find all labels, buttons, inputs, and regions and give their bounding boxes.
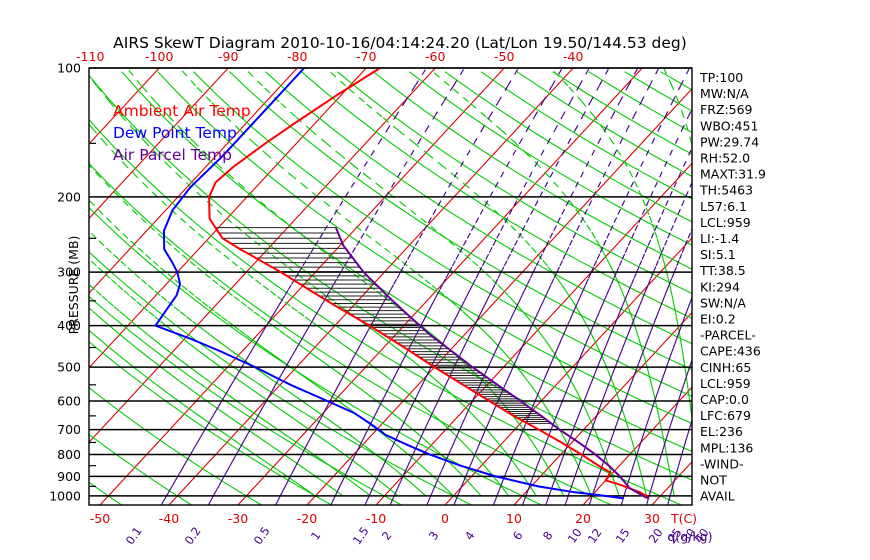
stat-item: CAPE:436 <box>700 344 761 359</box>
pressure-tick-label: 1000 <box>49 488 81 503</box>
stat-item: WBO:451 <box>700 118 758 133</box>
pressure-tick-label: 900 <box>57 469 81 484</box>
mixing-ratio-tick-label: 8 <box>540 529 556 543</box>
pressure-tick-label: 700 <box>57 422 81 437</box>
mixing-ratio-tick-label: 0.5 <box>251 524 273 547</box>
mixing-ratio-tick-label: 0.1 <box>123 524 145 547</box>
stat-item: TP:100 <box>699 70 743 85</box>
legend-item-1: Ambient Air Temp <box>113 102 251 120</box>
pressure-tick-label: 500 <box>57 360 81 375</box>
bottom-temp-tick-label: 10 <box>506 511 522 526</box>
stat-item: EI:0.2 <box>700 312 736 327</box>
bottom-temp-tick-label: 20 <box>575 511 591 526</box>
stat-item: KI:294 <box>700 279 740 294</box>
stat-item: LI:-1.4 <box>700 231 739 246</box>
stat-item: CAP:0.0 <box>700 392 749 407</box>
stat-item: SW:N/A <box>700 295 746 310</box>
top-temp-tick-label: -40 <box>563 49 583 64</box>
stat-item: LCL:959 <box>700 376 751 391</box>
dew-point-temp-curve <box>153 67 624 500</box>
air-parcel-temp-curve <box>334 227 649 500</box>
stat-item: EL:236 <box>700 424 743 439</box>
top-temp-tick-label: -80 <box>287 49 307 64</box>
pressure-axis-label: PRESSURE (MB) <box>66 236 81 335</box>
stat-item: LCL:959 <box>700 215 751 230</box>
mixing-ratio-tick-label: 4 <box>462 529 478 543</box>
stat-item: LFC:679 <box>700 408 751 423</box>
legend: Ambient Air Temp Dew Point Temp Air Parcel… <box>113 102 251 164</box>
pressure-tick-label: 200 <box>57 189 81 204</box>
pressure-tick-label: 800 <box>57 447 81 462</box>
mixing-ratio-tick-label: 40 <box>692 526 712 546</box>
bottom-temp-tick-label: -10 <box>366 511 386 526</box>
mixing-ratio-tick-label: 25 <box>665 526 685 546</box>
stat-item: AVAIL <box>700 489 735 504</box>
mixing-ratio-tick-label: 1.5 <box>350 524 372 547</box>
bottom-temp-tick-label: -40 <box>159 511 179 526</box>
mixing-ratio-tick-label: 12 <box>585 526 605 546</box>
stat-item: FRZ:569 <box>700 102 753 117</box>
top-temp-tick-label: -70 <box>356 49 376 64</box>
top-temp-tick-label: -60 <box>425 49 445 64</box>
stat-item: MPL:136 <box>700 440 753 455</box>
mixing-ratio-lines <box>160 67 693 506</box>
bottom-temp-tick-label: -50 <box>90 511 110 526</box>
stat-item: MAXT:31.9 <box>700 167 766 182</box>
top-temp-tick-label: -100 <box>145 49 173 64</box>
pressure-tick-label: 300 <box>57 265 81 280</box>
top-temp-tick-label: -110 <box>76 49 104 64</box>
stat-item: -PARCEL- <box>700 328 756 343</box>
cape-shading-region <box>215 227 552 424</box>
mixing-ratio-tick-label: 10 <box>565 526 585 546</box>
stat-item: TH:5463 <box>699 183 753 198</box>
stat-item: TT:38.5 <box>699 263 746 278</box>
mixing-ratio-tick-label: 30 <box>679 526 699 546</box>
stat-item: L57:6.1 <box>700 199 747 214</box>
mixing-ratio-tick-label: 15 <box>613 526 633 546</box>
stat-item: PW:29.74 <box>700 134 759 149</box>
mixing-axis-title: q(g/kg) <box>667 529 712 544</box>
stat-item: SI:5.1 <box>700 247 736 262</box>
ambient-air-temp-curve <box>208 67 649 499</box>
stat-item: MW:N/A <box>700 86 749 101</box>
pressure-tick-label: 400 <box>57 318 81 333</box>
mixing-ratio-tick-label: 2 <box>379 529 395 543</box>
pressure-tick-label: 100 <box>57 61 81 76</box>
stat-item: -WIND- <box>700 456 744 471</box>
stat-item: CINH:65 <box>700 360 751 375</box>
bottom-temp-tick-label: -20 <box>297 511 317 526</box>
legend-item-3: Air Parcel Temp <box>113 146 232 164</box>
mixing-ratio-tick-label: 1 <box>308 529 324 543</box>
pressure-tick-label: 600 <box>57 393 81 408</box>
stat-item: RH:52.0 <box>700 151 750 166</box>
plot-frame <box>88 67 693 506</box>
legend-item-2: Dew Point Temp <box>113 124 237 142</box>
page-title: AIRS SkewT Diagram 2010-10-16/04:14:24.2… <box>113 34 687 52</box>
bottom-temp-tick-label: 30 <box>644 511 660 526</box>
top-temp-tick-label: -50 <box>494 49 514 64</box>
bottom-temp-tick-label: -30 <box>228 511 248 526</box>
mixing-ratio-tick-label: 3 <box>426 529 442 543</box>
bottom-temp-tick-label: 0 <box>441 511 449 526</box>
mixing-ratio-tick-label: 6 <box>510 529 526 543</box>
stat-item: NOT <box>700 473 727 488</box>
top-temp-tick-label: -90 <box>218 49 238 64</box>
mixing-ratio-tick-label: 20 <box>646 526 666 546</box>
mixing-ratio-tick-label: 0.2 <box>182 524 204 547</box>
temp-axis-title: T(C) <box>670 511 697 526</box>
